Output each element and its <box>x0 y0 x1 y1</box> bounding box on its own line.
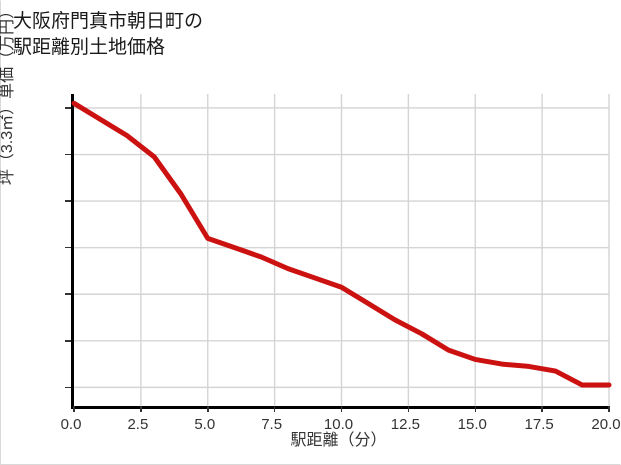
x-tick-mark <box>407 406 410 412</box>
x-tick-label: 5.0 <box>194 416 216 433</box>
gridlines <box>74 94 610 406</box>
x-tick-label: 12.5 <box>390 416 420 433</box>
y-tick-mark <box>65 107 71 109</box>
x-tick-label: 15.0 <box>457 416 487 433</box>
data-line-series <box>71 100 612 388</box>
x-tick-mark <box>207 406 209 412</box>
y-tick-mark <box>65 386 71 389</box>
x-tick-mark <box>73 406 75 412</box>
x-tick-mark <box>273 406 276 412</box>
x-tick-mark <box>340 406 343 412</box>
y-tick-mark <box>65 293 71 295</box>
y-tick-mark <box>65 340 71 342</box>
y-tick-mark <box>65 246 71 249</box>
series-line <box>71 100 612 388</box>
x-tick-label: 20.0 <box>591 416 621 433</box>
x-tick-label: 0.0 <box>60 416 82 433</box>
chart-title: 大阪府門真市朝日町の 駅距離別土地価格 <box>13 11 204 58</box>
x-tick-label: 2.5 <box>127 416 149 433</box>
y-axis-label: 坪（3.3㎡）単価（万円） <box>0 2 16 186</box>
x-tick-mark <box>140 406 142 412</box>
y-tick-mark <box>65 153 71 156</box>
x-tick-mark <box>474 406 476 412</box>
x-axis-label: 駅距離（分） <box>290 432 387 449</box>
x-tick-mark <box>608 406 610 412</box>
plot-area <box>65 94 612 412</box>
x-tick-label: 7.5 <box>261 416 283 433</box>
x-tick-label: 10.0 <box>323 416 354 433</box>
y-tick-mark <box>65 200 71 202</box>
x-tick-mark <box>541 406 543 412</box>
x-tick-label: 17.5 <box>524 416 554 433</box>
